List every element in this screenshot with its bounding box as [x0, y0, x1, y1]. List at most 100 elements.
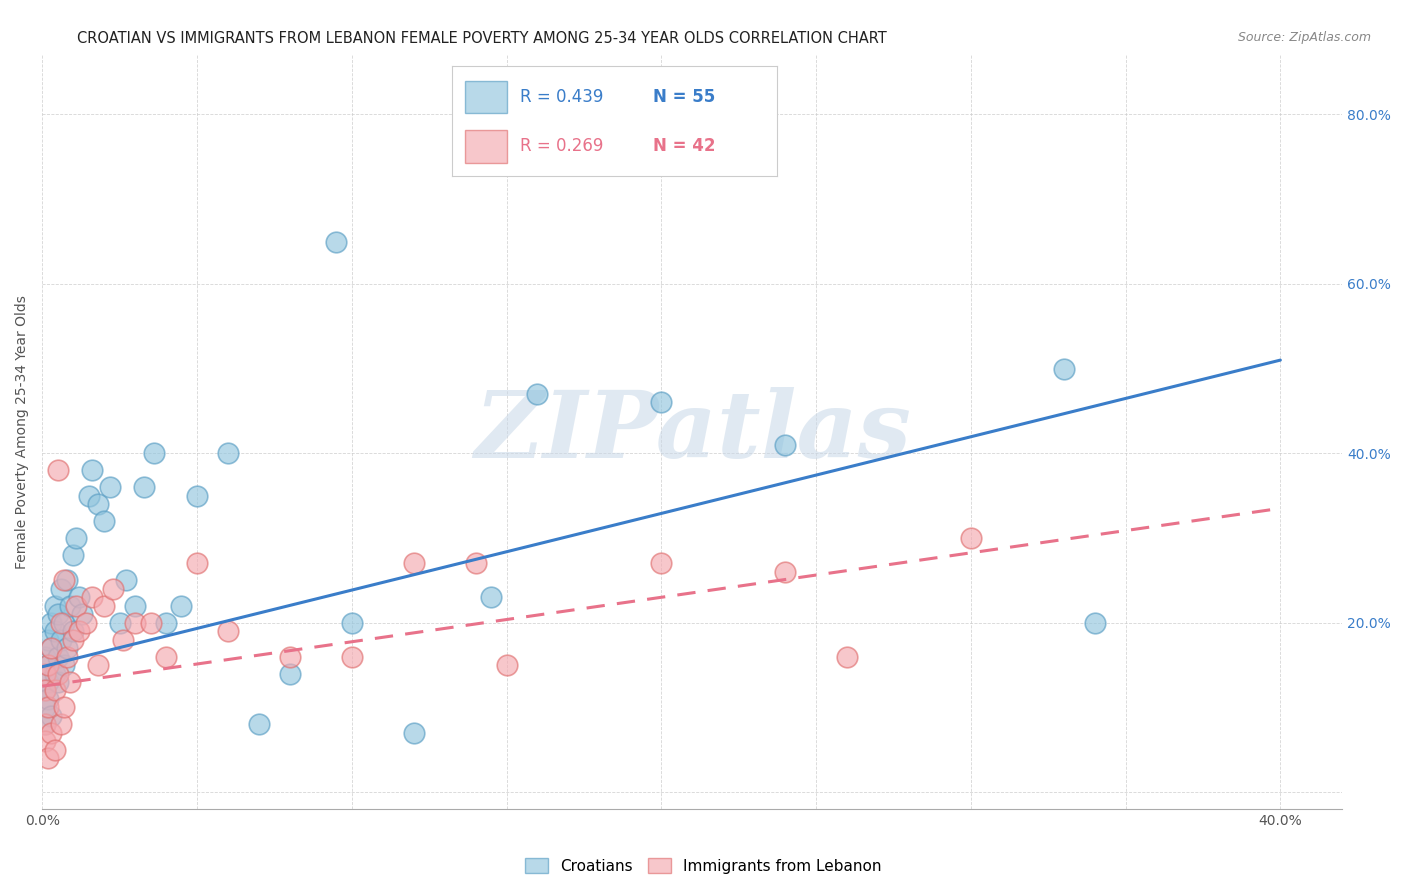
Point [41, 641, 63, 656]
Point [1053, 361, 1076, 376]
Point [44, 599, 66, 613]
Point [959, 531, 981, 545]
Point [34, 717, 56, 731]
Point [67, 624, 90, 639]
Point [217, 446, 239, 460]
Text: ZIPatlas: ZIPatlas [474, 387, 911, 477]
Y-axis label: Female Poverty Among 25-34 Year Olds: Female Poverty Among 25-34 Year Olds [15, 295, 30, 569]
Point [87, 658, 110, 673]
Point [44, 624, 66, 639]
Point [155, 615, 177, 630]
Point [62, 548, 84, 562]
Point [37, 632, 59, 647]
Point [139, 615, 162, 630]
Point [495, 658, 517, 673]
Point [37, 751, 59, 765]
Point [41, 709, 63, 723]
Point [340, 615, 363, 630]
Text: Source: ZipAtlas.com: Source: ZipAtlas.com [1237, 31, 1371, 45]
Point [34, 649, 56, 664]
Point [65, 531, 87, 545]
Point [72, 607, 94, 622]
Point [124, 599, 146, 613]
Point [278, 649, 301, 664]
Point [52, 700, 75, 714]
Point [34, 683, 56, 698]
Point [46, 666, 69, 681]
Point [526, 387, 548, 401]
Point [93, 514, 115, 528]
Point [37, 658, 59, 673]
Point [325, 235, 347, 249]
Point [37, 675, 59, 690]
Point [34, 700, 56, 714]
Point [87, 497, 110, 511]
Point [247, 717, 270, 731]
Point [217, 624, 239, 639]
Point [49, 632, 72, 647]
Point [80, 591, 103, 605]
Point [37, 692, 59, 706]
Point [77, 489, 100, 503]
Point [170, 599, 193, 613]
Point [46, 463, 69, 477]
Point [65, 599, 87, 613]
Point [49, 615, 72, 630]
Point [773, 565, 796, 579]
Point [44, 666, 66, 681]
Point [142, 446, 165, 460]
Point [155, 649, 177, 664]
Point [44, 743, 66, 757]
Point [108, 615, 131, 630]
Point [52, 615, 75, 630]
Point [41, 726, 63, 740]
Point [464, 557, 486, 571]
Point [59, 675, 82, 690]
Point [59, 599, 82, 613]
Point [186, 557, 208, 571]
Point [278, 666, 301, 681]
Point [49, 582, 72, 596]
Point [93, 599, 115, 613]
Point [46, 675, 69, 690]
Point [1084, 615, 1107, 630]
Point [340, 649, 363, 664]
Point [835, 649, 858, 664]
Point [75, 615, 97, 630]
Point [62, 624, 84, 639]
Point [103, 582, 125, 596]
Point [41, 641, 63, 656]
Point [134, 480, 156, 494]
Point [114, 574, 136, 588]
Point [34, 717, 56, 731]
Legend: Croatians, Immigrants from Lebanon: Croatians, Immigrants from Lebanon [519, 852, 887, 880]
Point [56, 574, 79, 588]
Point [402, 726, 425, 740]
Point [46, 649, 69, 664]
Point [49, 717, 72, 731]
Point [62, 632, 84, 647]
Point [34, 666, 56, 681]
Point [402, 557, 425, 571]
Point [773, 438, 796, 452]
Point [650, 395, 672, 409]
Point [37, 700, 59, 714]
Point [186, 489, 208, 503]
Point [67, 591, 90, 605]
Point [52, 574, 75, 588]
Point [44, 683, 66, 698]
Point [111, 632, 134, 647]
Point [34, 734, 56, 748]
Point [56, 649, 79, 664]
Point [37, 658, 59, 673]
Point [56, 641, 79, 656]
Point [80, 463, 103, 477]
Point [34, 683, 56, 698]
Point [650, 557, 672, 571]
Text: CROATIAN VS IMMIGRANTS FROM LEBANON FEMALE POVERTY AMONG 25-34 YEAR OLDS CORRELA: CROATIAN VS IMMIGRANTS FROM LEBANON FEMA… [77, 31, 887, 46]
Point [46, 607, 69, 622]
Point [52, 658, 75, 673]
Point [34, 666, 56, 681]
Point [124, 615, 146, 630]
Point [479, 591, 502, 605]
